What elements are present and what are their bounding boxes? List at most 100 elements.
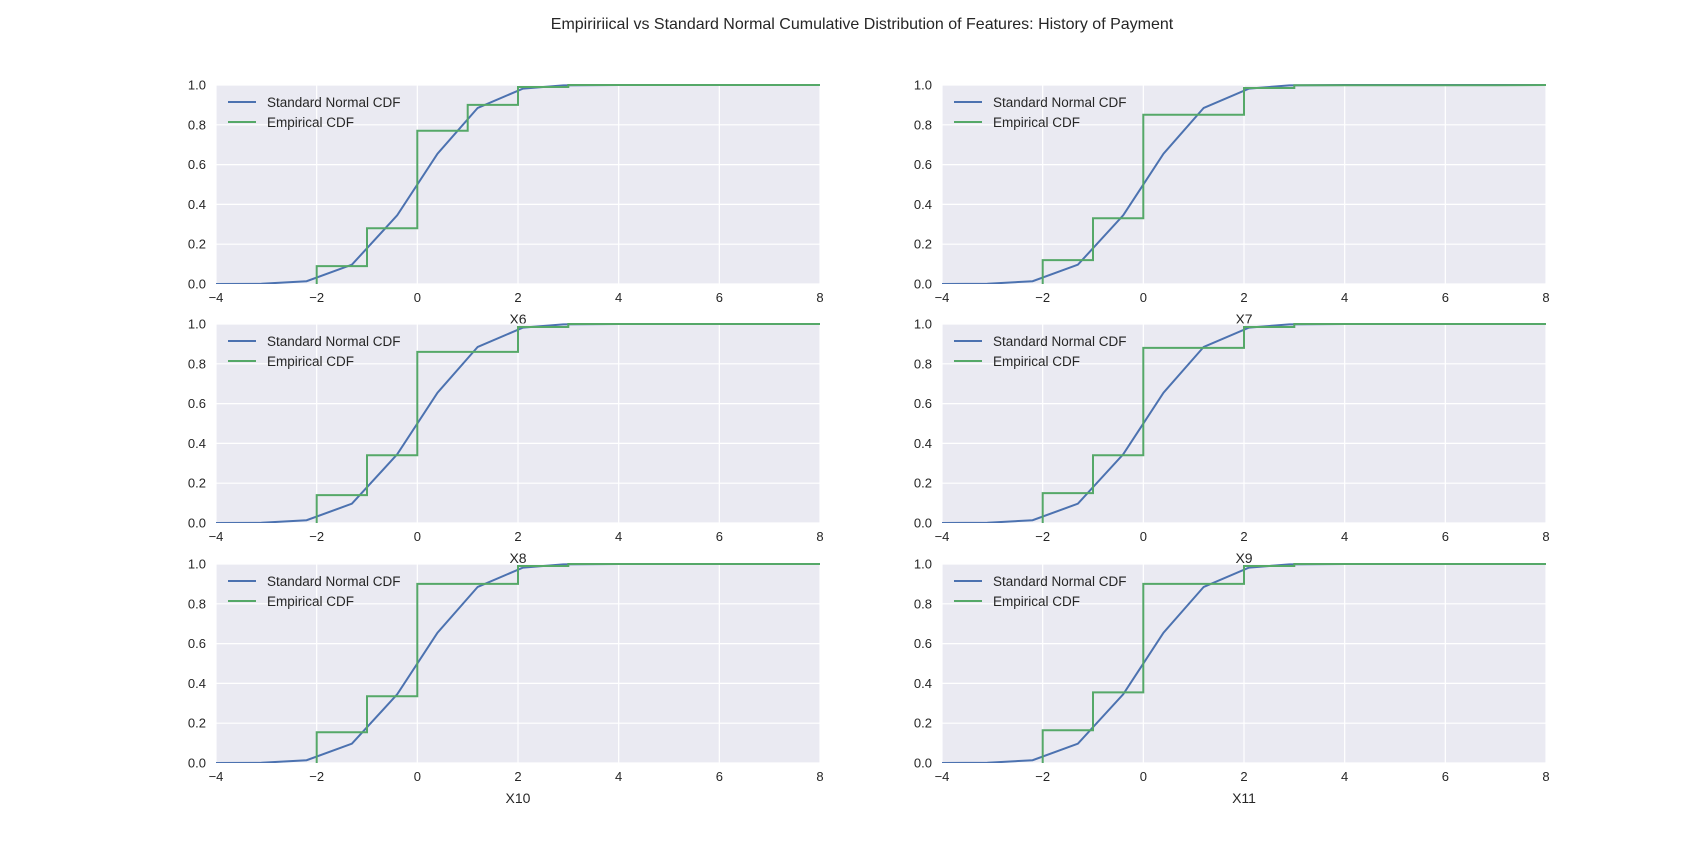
legend: Standard Normal CDF Empirical CDF <box>228 574 401 609</box>
x-tick-label: −2 <box>1035 290 1050 305</box>
legend-label: Empirical CDF <box>993 115 1080 130</box>
subplot-x6: −4 −2 0 2 4 6 8 0.0 0.2 0.4 0.6 0.8 1.0 X6 Standard No… <box>188 78 824 328</box>
empirical-cdfline-line <box>315 563 820 763</box>
x-tick-label: −4 <box>935 290 950 305</box>
x-tick-label: 2 <box>1240 290 1247 305</box>
legend: Standard Normal CDF Empirical CDF <box>228 95 401 130</box>
y-tick-label: 0.6 <box>188 157 206 172</box>
x-tick-label: −4 <box>209 769 224 784</box>
legend-label: Standard Normal CDF <box>267 334 401 349</box>
x-tick-label: −2 <box>309 529 324 544</box>
x-tick-label: 8 <box>1542 529 1549 544</box>
x-tick-label: 6 <box>1442 769 1449 784</box>
x-axis-label: X11 <box>1232 790 1256 806</box>
legend-label: Standard Normal CDF <box>267 95 401 110</box>
x-tick-label: 0 <box>414 290 421 305</box>
x-tick-label: −2 <box>309 769 324 784</box>
y-tick-label: 0.2 <box>914 716 932 731</box>
y-tick-label: 0.6 <box>188 396 206 411</box>
x-tick-label: 8 <box>816 290 823 305</box>
y-tick-label: 0.2 <box>188 237 206 252</box>
x-tick-label: 2 <box>514 529 521 544</box>
x-tick-label: 6 <box>716 290 723 305</box>
legend-label: Empirical CDF <box>993 354 1080 369</box>
x-tick-label: 0 <box>414 529 421 544</box>
x-tick-label: 4 <box>615 529 622 544</box>
x-tick-label: 2 <box>514 290 521 305</box>
legend-label: Standard Normal CDF <box>993 95 1127 110</box>
y-tick-label: 0.4 <box>188 197 206 212</box>
y-tick-label: 0.4 <box>914 197 932 212</box>
x-tick-label: −4 <box>209 290 224 305</box>
x-tick-label: 8 <box>816 529 823 544</box>
legend-label: Standard Normal CDF <box>267 574 401 589</box>
y-tick-label: 0.2 <box>914 237 932 252</box>
x-tick-label: 6 <box>1442 529 1449 544</box>
y-tick-label: 1.0 <box>188 317 206 332</box>
empirical-cdfline-line <box>1041 84 1546 284</box>
y-tick-label: 0.0 <box>914 277 932 292</box>
x-tick-label: 6 <box>716 769 723 784</box>
y-tick-label: 0.6 <box>188 636 206 651</box>
y-tick-label: 0.8 <box>914 117 932 132</box>
x-tick-label: 4 <box>615 769 622 784</box>
x-tick-label: −2 <box>1035 769 1050 784</box>
legend-label: Standard Normal CDF <box>993 574 1127 589</box>
y-tick-label: 0.0 <box>188 516 206 531</box>
y-tick-label: 0.0 <box>914 516 932 531</box>
y-tick-label: 0.0 <box>914 756 932 771</box>
x-tick-label: 4 <box>615 290 622 305</box>
x-axis-label: X9 <box>1235 550 1252 566</box>
y-tick-label: 0.8 <box>914 596 932 611</box>
empirical-cdfline-line <box>1041 563 1546 763</box>
y-tick-label: 0.2 <box>188 716 206 731</box>
subplot-grid: −4 −2 0 2 4 6 8 0.0 0.2 0.4 0.6 0.8 1.0 X6 Standard No… <box>188 78 1550 807</box>
y-tick-label: 0.6 <box>914 636 932 651</box>
x-tick-label: 8 <box>1542 290 1549 305</box>
x-tick-label: 4 <box>1341 769 1348 784</box>
legend: Standard Normal CDF Empirical CDF <box>954 334 1127 369</box>
x-tick-label: 0 <box>1140 769 1147 784</box>
y-tick-label: 0.2 <box>188 476 206 491</box>
x-tick-label: 2 <box>1240 529 1247 544</box>
legend-label: Empirical CDF <box>993 594 1080 609</box>
legend-label: Empirical CDF <box>267 354 354 369</box>
y-tick-label: 0.8 <box>914 356 932 371</box>
x-tick-label: 8 <box>1542 769 1549 784</box>
x-axis-label: X7 <box>1235 311 1252 327</box>
subplot-x11: −4 −2 0 2 4 6 8 0.0 0.2 0.4 0.6 0.8 1.0 X11 Standard N… <box>914 557 1550 807</box>
subplot-x9: −4 −2 0 2 4 6 8 0.0 0.2 0.4 0.6 0.8 1.0 X9 Standard No… <box>914 317 1550 567</box>
x-axis-label: X6 <box>509 311 526 327</box>
x-tick-label: 0 <box>414 769 421 784</box>
x-tick-label: 0 <box>1140 290 1147 305</box>
x-tick-label: −2 <box>309 290 324 305</box>
y-tick-label: 0.0 <box>188 277 206 292</box>
empirical-cdfline-line <box>315 84 820 284</box>
x-tick-label: 2 <box>514 769 521 784</box>
y-tick-label: 0.6 <box>914 157 932 172</box>
x-tick-label: 6 <box>1442 290 1449 305</box>
y-tick-label: 1.0 <box>914 317 932 332</box>
empirical-cdfline-line <box>315 323 820 523</box>
subplot-x7: −4 −2 0 2 4 6 8 0.0 0.2 0.4 0.6 0.8 1.0 X7 Standard No… <box>914 78 1550 328</box>
y-tick-label: 1.0 <box>188 78 206 93</box>
y-tick-label: 0.8 <box>188 117 206 132</box>
y-tick-label: 1.0 <box>914 78 932 93</box>
y-tick-label: 0.8 <box>188 596 206 611</box>
y-tick-label: 0.6 <box>914 396 932 411</box>
x-tick-label: −4 <box>935 529 950 544</box>
y-tick-label: 0.2 <box>914 476 932 491</box>
y-tick-label: 0.0 <box>188 756 206 771</box>
x-tick-label: 4 <box>1341 290 1348 305</box>
subplot-x10: −4 −2 0 2 4 6 8 0.0 0.2 0.4 0.6 0.8 1.0 X10 Standard N… <box>188 557 824 807</box>
y-tick-label: 1.0 <box>914 557 932 572</box>
x-tick-label: −4 <box>209 529 224 544</box>
x-tick-label: 4 <box>1341 529 1348 544</box>
legend: Standard Normal CDF Empirical CDF <box>954 574 1127 609</box>
legend: Standard Normal CDF Empirical CDF <box>228 334 401 369</box>
y-tick-label: 0.4 <box>914 676 932 691</box>
x-tick-label: 0 <box>1140 529 1147 544</box>
empirical-cdfline-line <box>1041 323 1546 523</box>
legend: Standard Normal CDF Empirical CDF <box>954 95 1127 130</box>
